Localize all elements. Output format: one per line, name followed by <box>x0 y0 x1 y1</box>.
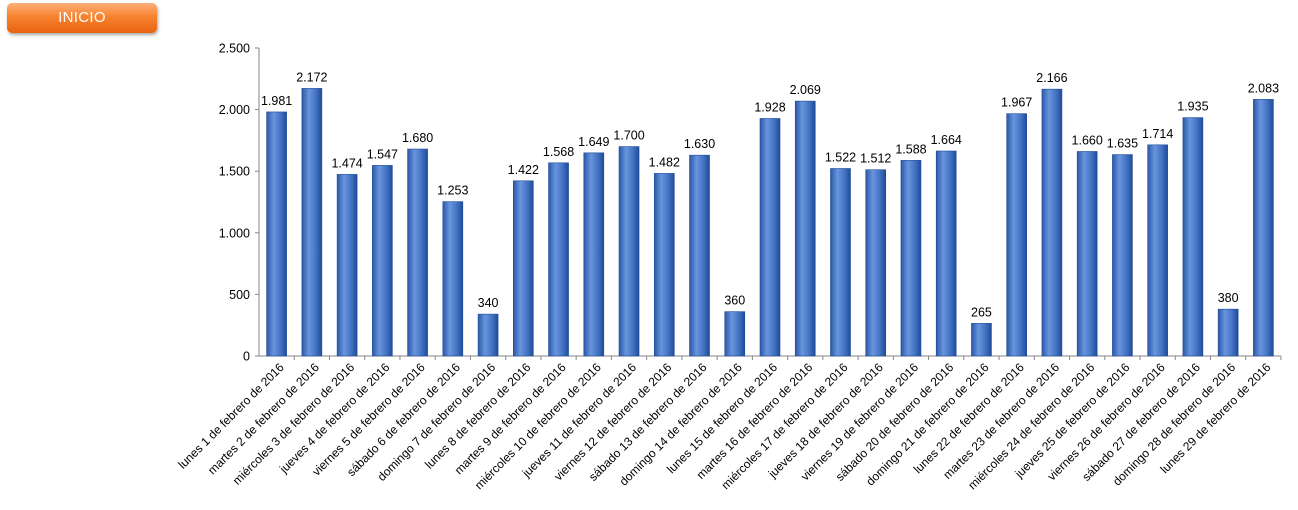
bar-value-label: 1.474 <box>331 156 362 170</box>
bar <box>1112 154 1133 357</box>
bar-value-label: 2.166 <box>1036 71 1067 85</box>
bar <box>759 118 781 357</box>
bar <box>407 148 428 357</box>
bar <box>442 201 464 357</box>
y-tick-label: 0 <box>243 350 250 364</box>
bar-value-label: 265 <box>971 305 992 319</box>
bar-value-label: 1.714 <box>1142 127 1173 141</box>
bar <box>1217 308 1239 357</box>
y-tick-label: 500 <box>229 288 250 302</box>
bar-value-label: 2.069 <box>790 83 821 97</box>
bar <box>583 152 605 357</box>
y-tick-label: 2.500 <box>219 42 250 56</box>
chart-data-labels: 1.981 2.172 1.474 1.547 1.680 1.253 340 1.422 1.… <box>261 70 1279 319</box>
bar <box>513 180 534 357</box>
bar-value-label: 1.700 <box>613 129 644 143</box>
bar <box>1182 117 1204 357</box>
bar <box>794 100 816 357</box>
bar-value-label: 1.568 <box>543 145 574 159</box>
bar-value-label: 1.660 <box>1072 133 1103 147</box>
bar-value-label: 2.172 <box>296 70 327 84</box>
inicio-button[interactable]: INICIO <box>7 3 157 33</box>
bar <box>935 150 957 357</box>
bar-value-label: 2.083 <box>1248 81 1279 95</box>
bar <box>372 165 393 357</box>
bar <box>900 160 922 357</box>
bar <box>1006 113 1027 357</box>
bar <box>301 88 323 357</box>
bar-value-label: 1.680 <box>402 131 433 145</box>
bar <box>336 174 358 357</box>
bar-value-label: 1.253 <box>437 184 468 198</box>
bar-value-label: 1.482 <box>649 155 680 169</box>
bar-value-label: 1.635 <box>1107 137 1138 151</box>
chart-y-tick-labels: 0 500 1.000 1.500 2.000 2.500 <box>219 42 250 364</box>
bar-value-label: 1.522 <box>825 150 856 164</box>
bar <box>477 313 499 357</box>
bar <box>618 146 640 357</box>
bar <box>971 323 992 357</box>
bar-value-label: 340 <box>478 296 499 310</box>
bar-value-label: 1.967 <box>1001 96 1032 110</box>
bar-value-label: 1.547 <box>367 147 398 161</box>
bar <box>1041 88 1063 357</box>
bar-value-label: 1.935 <box>1177 100 1208 114</box>
y-tick-label: 2.000 <box>219 103 250 117</box>
bar <box>1147 144 1168 357</box>
bar-value-label: 1.588 <box>895 142 926 156</box>
bar <box>1076 151 1098 357</box>
bar <box>724 311 746 357</box>
bar-value-label: 380 <box>1218 291 1239 305</box>
y-tick-label: 1.000 <box>219 226 250 240</box>
bar <box>830 168 851 357</box>
bar <box>865 169 887 357</box>
chart-bars <box>266 88 1274 357</box>
bar <box>266 111 287 357</box>
bar-value-label: 1.664 <box>931 133 962 147</box>
bar <box>689 154 710 357</box>
bar <box>1253 99 1274 357</box>
bar-value-label: 1.422 <box>508 163 539 177</box>
bar <box>653 173 675 357</box>
bar-value-label: 1.630 <box>684 137 715 151</box>
bar-value-label: 1.981 <box>261 94 292 108</box>
bar-value-label: 360 <box>724 294 745 308</box>
bar-value-label: 1.512 <box>860 152 891 166</box>
bar-value-label: 1.649 <box>578 135 609 149</box>
bar <box>548 162 569 357</box>
bar-value-label: 1.928 <box>754 100 785 114</box>
y-tick-label: 1.500 <box>219 165 250 179</box>
